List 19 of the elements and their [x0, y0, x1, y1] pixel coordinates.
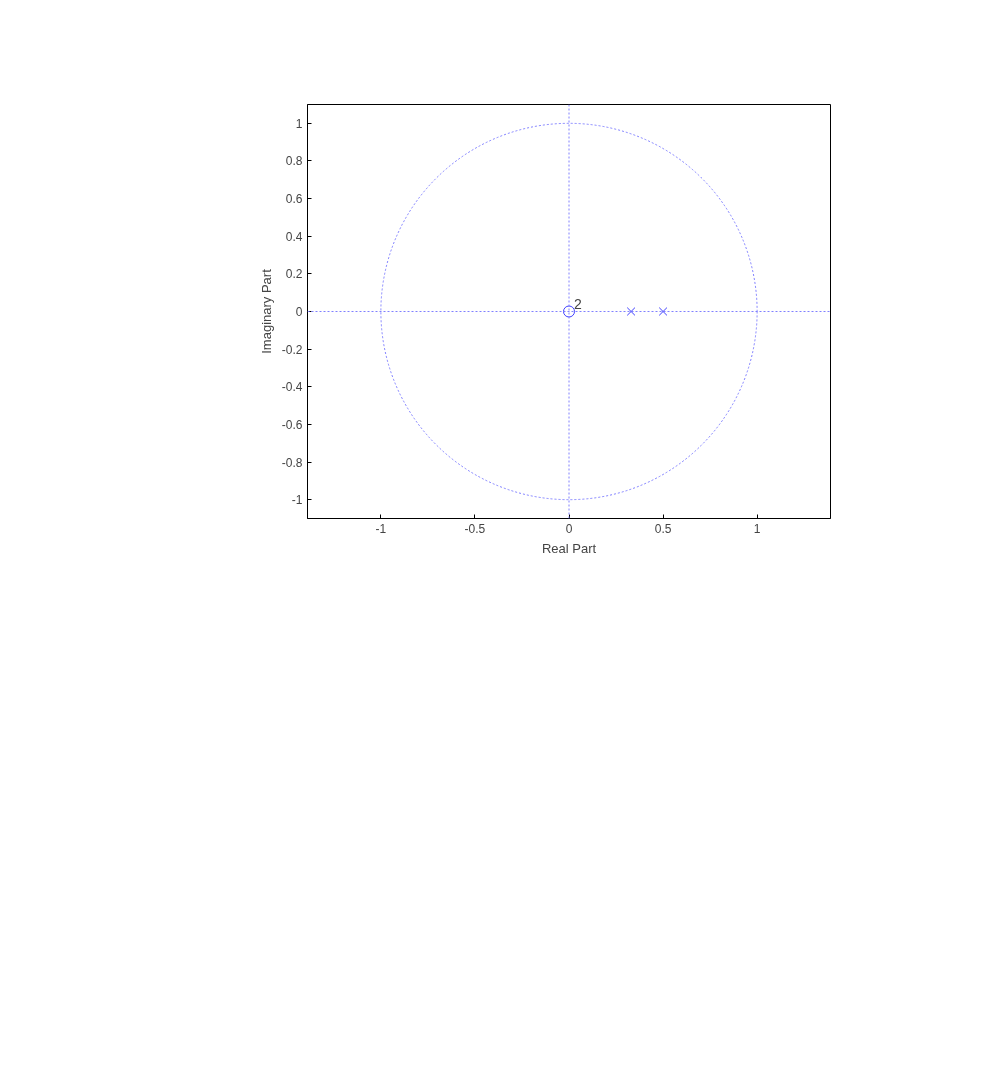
x-tick-label: -1 — [375, 521, 387, 536]
x-tick-label: 0.5 — [654, 521, 672, 536]
x-tick-label: -0.5 — [464, 521, 486, 536]
y-tick-label: 0.4 — [285, 229, 303, 244]
y-tick-label: -0.4 — [281, 380, 303, 395]
x-tick-label: 1 — [753, 521, 761, 536]
annotation: 2 — [574, 295, 582, 312]
y-tick-label: 0.6 — [285, 192, 303, 207]
y-tick-label: 0.8 — [285, 154, 303, 169]
y-tick-label: 0 — [295, 305, 303, 319]
y-tick-label: 1 — [295, 116, 303, 131]
x-axis-title: Real Part — [541, 540, 597, 556]
y-tick-label: -0.6 — [281, 417, 303, 432]
y-axis-title: Imaginary Part — [258, 268, 274, 354]
x-tick-label: 0 — [565, 521, 573, 536]
y-tick-label: -1 — [291, 493, 303, 508]
y-tick-label: 0.2 — [285, 267, 303, 282]
y-tick-label: -0.2 — [281, 342, 303, 357]
y-tick-label: -0.8 — [281, 455, 303, 470]
